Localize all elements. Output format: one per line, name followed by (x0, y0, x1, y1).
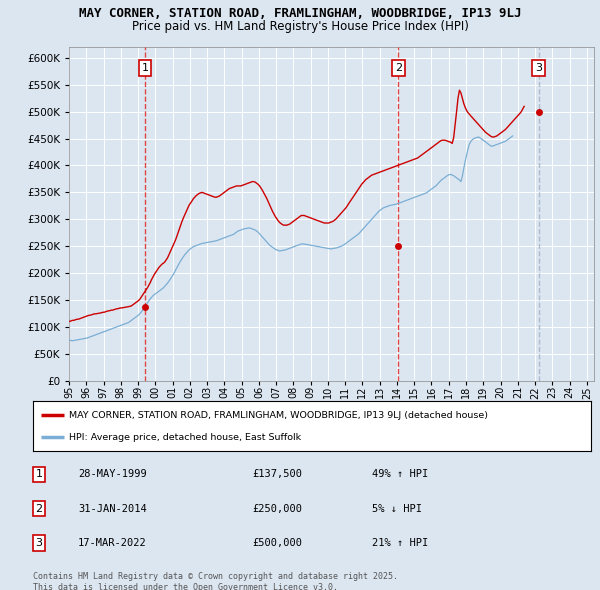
Text: 17-MAR-2022: 17-MAR-2022 (78, 538, 147, 548)
Text: 3: 3 (535, 63, 542, 73)
Text: 3: 3 (35, 538, 43, 548)
Text: £137,500: £137,500 (252, 470, 302, 479)
Text: HPI: Average price, detached house, East Suffolk: HPI: Average price, detached house, East… (69, 433, 301, 442)
Text: MAY CORNER, STATION ROAD, FRAMLINGHAM, WOODBRIDGE, IP13 9LJ (detached house): MAY CORNER, STATION ROAD, FRAMLINGHAM, W… (69, 411, 488, 419)
Text: MAY CORNER, STATION ROAD, FRAMLINGHAM, WOODBRIDGE, IP13 9LJ: MAY CORNER, STATION ROAD, FRAMLINGHAM, W… (79, 7, 521, 20)
Text: 21% ↑ HPI: 21% ↑ HPI (372, 538, 428, 548)
Text: 28-MAY-1999: 28-MAY-1999 (78, 470, 147, 479)
Text: 2: 2 (35, 504, 43, 513)
Text: £500,000: £500,000 (252, 538, 302, 548)
Text: Price paid vs. HM Land Registry's House Price Index (HPI): Price paid vs. HM Land Registry's House … (131, 20, 469, 33)
Text: 1: 1 (35, 470, 43, 479)
Text: 5% ↓ HPI: 5% ↓ HPI (372, 504, 422, 513)
Text: 49% ↑ HPI: 49% ↑ HPI (372, 470, 428, 479)
Text: 31-JAN-2014: 31-JAN-2014 (78, 504, 147, 513)
Text: 1: 1 (142, 63, 148, 73)
Text: 2: 2 (395, 63, 402, 73)
Text: £250,000: £250,000 (252, 504, 302, 513)
Text: Contains HM Land Registry data © Crown copyright and database right 2025.
This d: Contains HM Land Registry data © Crown c… (33, 572, 398, 590)
